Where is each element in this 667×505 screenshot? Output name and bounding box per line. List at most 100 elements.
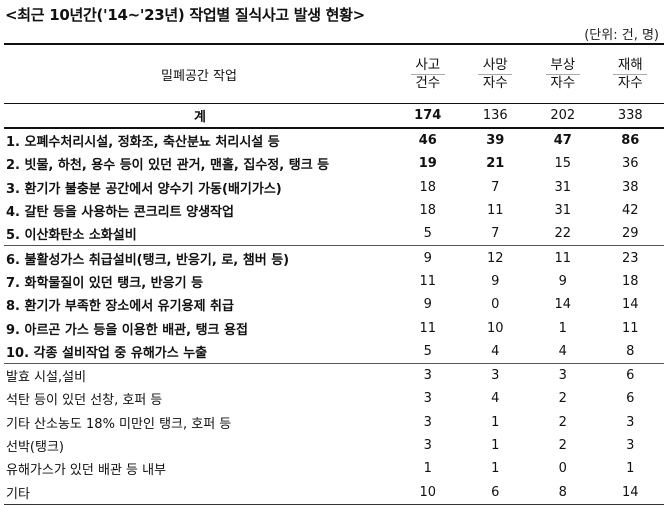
row-casualties: 29	[596, 222, 664, 247]
row-casualties: 14	[621, 297, 639, 313]
header-row: 밀폐공간 작업 사고 건수 사망 자수 부상 자수 재해 자수	[4, 43, 664, 104]
total-casualties: 338	[596, 103, 664, 129]
row-accidents: 3	[423, 438, 432, 453]
row-label: 1. 오폐수처리시설, 정화조, 축산분뇨 처리시설 등	[6, 135, 280, 151]
table-row: 3. 환기가 불충분 공간에서 양수기 가동(배기가스) 18 7 31 38	[4, 176, 664, 199]
header-casualties-top: 재해	[617, 56, 643, 73]
row-label: 유해가스가 있던 배관 등 내부	[6, 463, 167, 479]
row-injuries: 31	[554, 203, 572, 219]
row-accidents: 9	[423, 297, 432, 313]
row-injuries: 22	[529, 222, 597, 247]
table-row: 기타 10 6 8 14	[4, 480, 664, 505]
row-label: 10. 각종 설비작업 중 유해가스 누출	[4, 339, 394, 364]
row-deaths: 3	[491, 368, 500, 384]
row-casualties: 23	[621, 250, 639, 266]
row-casualties: 14	[596, 480, 664, 505]
row-accidents: 11	[419, 320, 437, 336]
row-accidents: 11	[419, 273, 437, 289]
row-deaths: 11	[486, 203, 504, 219]
row-deaths: 21	[486, 156, 505, 172]
row-label: 7. 화학물질이 있던 탱크, 반응기 등	[6, 275, 204, 291]
row-deaths: 4	[461, 339, 529, 364]
row-label: 기타 산소농도 18% 미만인 탱크, 호퍼 등	[6, 416, 232, 432]
row-injuries: 47	[553, 133, 572, 149]
row-casualties: 18	[621, 273, 639, 289]
header-deaths-bot: 자수	[478, 73, 513, 92]
row-injuries: 0	[558, 461, 567, 477]
total-row: 계 174 136 202 338	[4, 103, 664, 129]
row-casualties: 38	[621, 179, 639, 195]
header-injuries: 부상 자수	[529, 43, 597, 104]
row-deaths: 1	[491, 461, 500, 477]
total-accidents: 174	[394, 103, 462, 129]
row-casualties: 86	[621, 133, 640, 149]
row-label: 석탄 등이 있던 선창, 호퍼 등	[6, 393, 163, 409]
row-casualties: 1	[626, 461, 635, 477]
row-label: 6. 불활성가스 취급설비(탱크, 반응기, 로, 챔버 등)	[6, 252, 290, 268]
row-injuries: 11	[554, 250, 572, 266]
header-injuries-top: 부상	[550, 56, 576, 73]
table-row: 1. 오폐수처리시설, 정화조, 축산분뇨 처리시설 등 46 39 47 86	[4, 128, 664, 152]
row-deaths: 9	[491, 273, 500, 289]
header-accidents-bot: 건수	[410, 73, 445, 92]
row-accidents: 10	[394, 480, 462, 505]
row-injuries: 15	[554, 156, 572, 172]
row-accidents: 18	[419, 179, 437, 195]
row-injuries: 2	[558, 391, 567, 407]
row-accidents: 19	[418, 156, 437, 172]
header-injuries-bot: 자수	[545, 73, 580, 92]
row-casualties: 6	[626, 368, 635, 384]
row-casualties: 3	[626, 414, 635, 430]
row-label: 2. 빗물, 하천, 용수 등이 있던 관거, 맨홀, 집수정, 탱크 등	[6, 158, 330, 174]
row-accidents: 9	[423, 250, 432, 266]
row-casualties: 6	[626, 391, 635, 407]
row-injuries: 9	[558, 273, 567, 289]
row-accidents: 3	[423, 414, 432, 430]
row-deaths: 12	[486, 250, 504, 266]
row-casualties: 8	[596, 339, 664, 364]
table-row: 4. 갈탄 등을 사용하는 콘크리트 양생작업 18 11 31 42	[4, 199, 664, 222]
table-row: 선박(탱크) 3 1 2 3	[4, 434, 664, 457]
row-injuries: 2	[558, 438, 567, 453]
row-accidents: 5	[394, 339, 462, 364]
row-injuries: 2	[558, 414, 567, 430]
row-deaths: 1	[491, 414, 500, 430]
row-label: 9. 아르곤 가스 등을 이용한 배관, 탱크 용접	[6, 322, 248, 338]
header-deaths: 사망 자수	[461, 43, 529, 104]
row-accidents: 3	[423, 368, 432, 384]
table-row: 기타 산소농도 18% 미만인 탱크, 호퍼 등 3 1 2 3	[4, 411, 664, 434]
table-row: 5. 이산화탄소 소화설비 5 7 22 29	[4, 222, 664, 247]
row-deaths: 39	[486, 133, 505, 149]
row-casualties: 42	[621, 203, 639, 219]
table-row: 발효 시설,설비 3 3 3 6	[4, 363, 664, 387]
row-injuries: 31	[554, 179, 572, 195]
table-row: 8. 환기가 부족한 장소에서 유기용제 취급 9 0 14 14	[4, 293, 664, 316]
row-casualties: 36	[621, 156, 639, 172]
table-title: <최근 10년간('14~'23년) 작업별 질식사고 발생 현황>	[5, 6, 365, 24]
row-label: 발효 시설,설비	[6, 370, 87, 386]
row-injuries: 4	[529, 339, 597, 364]
row-injuries: 14	[554, 297, 572, 313]
table-row: 7. 화학물질이 있던 탱크, 반응기 등 11 9 9 18	[4, 270, 664, 293]
row-accidents: 1	[423, 461, 432, 477]
row-label: 5. 이산화탄소 소화설비	[4, 222, 394, 247]
table-row: 2. 빗물, 하천, 용수 등이 있던 관거, 맨홀, 집수정, 탱크 등 19…	[4, 152, 664, 175]
row-casualties: 3	[626, 438, 635, 453]
row-label: 선박(탱크)	[6, 440, 64, 455]
header-deaths-top: 사망	[482, 56, 508, 73]
row-deaths: 0	[491, 297, 500, 313]
row-deaths: 7	[461, 222, 529, 247]
table-row: 6. 불활성가스 취급설비(탱크, 반응기, 로, 챔버 등) 9 12 11 …	[4, 246, 664, 270]
total-label: 계	[4, 103, 394, 129]
row-accidents: 18	[419, 203, 437, 219]
unit-note: (단위: 건, 명)	[584, 28, 659, 43]
row-deaths: 1	[491, 438, 500, 453]
row-accidents: 46	[418, 133, 437, 149]
row-casualties: 11	[621, 320, 639, 336]
row-label: 4. 갈탄 등을 사용하는 콘크리트 양생작업	[6, 205, 234, 221]
row-injuries: 1	[558, 320, 567, 336]
row-deaths: 10	[486, 320, 504, 336]
header-accidents: 사고 건수	[394, 43, 462, 104]
row-accidents: 5	[394, 222, 462, 247]
table-row: 유해가스가 있던 배관 등 내부 1 1 0 1	[4, 457, 664, 480]
